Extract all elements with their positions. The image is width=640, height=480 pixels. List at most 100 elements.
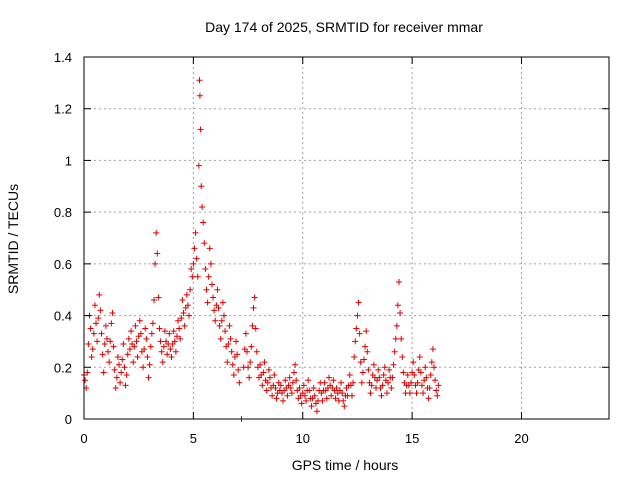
data-point [434,392,441,399]
y-tick-label: 1.2 [54,102,72,117]
data-point [128,328,135,335]
data-point [148,330,155,337]
data-point [388,384,395,391]
data-point [301,392,308,399]
data-point [277,382,284,389]
data-point [259,382,266,389]
data-point [111,366,118,373]
data-point [166,330,173,337]
data-point [326,374,332,381]
data-point [321,379,328,386]
y-tick-label: 0 [65,412,72,427]
grid-lines [84,57,609,419]
data-point [204,299,211,306]
data-point [378,392,385,399]
y-tick-label: 0.4 [54,309,72,324]
data-point [389,374,396,381]
data-point [428,359,435,366]
data-point [433,387,440,394]
data-point [147,343,154,350]
data-point [121,364,128,371]
data-point [110,343,117,350]
data-point [346,372,353,379]
data-point [265,366,272,373]
data-point [352,338,359,345]
data-point [102,322,109,329]
data-point [416,353,423,360]
data-point [126,346,133,353]
y-tick-labels: 0 0.2 0.4 0.6 0.8 1 1.2 1.4 [54,50,72,427]
data-point [358,379,365,386]
data-point [172,348,179,355]
y-axis-title: SRMTID / TECUs [5,184,21,294]
plot-frame [83,56,610,420]
data-point [252,325,259,332]
data-point [381,364,388,371]
data-point [260,369,267,376]
data-point [427,372,434,379]
data-points [81,77,442,422]
data-point [87,325,94,332]
data-point [205,273,212,280]
data-point [242,330,249,337]
data-point [397,309,404,316]
data-point [91,302,98,309]
data-point [357,359,364,366]
data-point [93,320,100,327]
data-point [293,377,300,384]
data-point [308,403,315,410]
data-point [180,309,187,316]
data-point [114,353,121,360]
data-point [145,374,152,381]
data-point [249,322,256,329]
data-point [157,338,164,345]
data-point [136,317,143,324]
data-point [311,392,318,399]
data-point [411,372,418,379]
data-point [414,379,421,386]
data-point [376,374,383,381]
data-point [266,374,273,381]
data-point [425,395,432,402]
data-point [90,330,97,337]
data-point [106,359,113,366]
data-point [235,366,242,373]
data-point [158,348,165,355]
data-point [383,390,390,397]
data-point [280,397,287,404]
data-point [181,322,188,329]
data-point [149,320,156,327]
data-point [82,377,89,384]
data-point [356,330,363,337]
data-point [212,317,219,324]
data-point [319,397,326,404]
data-point [247,359,254,366]
data-point [206,245,213,252]
data-point [113,374,120,381]
data-point [225,341,232,348]
data-point [264,379,271,386]
data-point [243,348,250,355]
data-point [253,348,260,355]
data-point [392,335,399,342]
x-tick-label: 0 [80,431,87,446]
data-point [176,325,183,332]
data-point [250,304,257,311]
data-point [286,374,293,381]
x-tick-label: 10 [296,431,310,446]
data-point [410,359,417,366]
data-point [207,260,214,267]
data-point [151,297,157,304]
data-point [351,353,358,360]
data-point [291,369,297,376]
data-point [134,353,141,360]
data-point [179,297,186,304]
data-point [183,291,190,298]
data-point [380,372,387,379]
data-point [348,392,355,399]
data-point [173,333,180,340]
data-point [420,390,427,397]
data-point [98,330,105,337]
data-point [124,351,131,358]
